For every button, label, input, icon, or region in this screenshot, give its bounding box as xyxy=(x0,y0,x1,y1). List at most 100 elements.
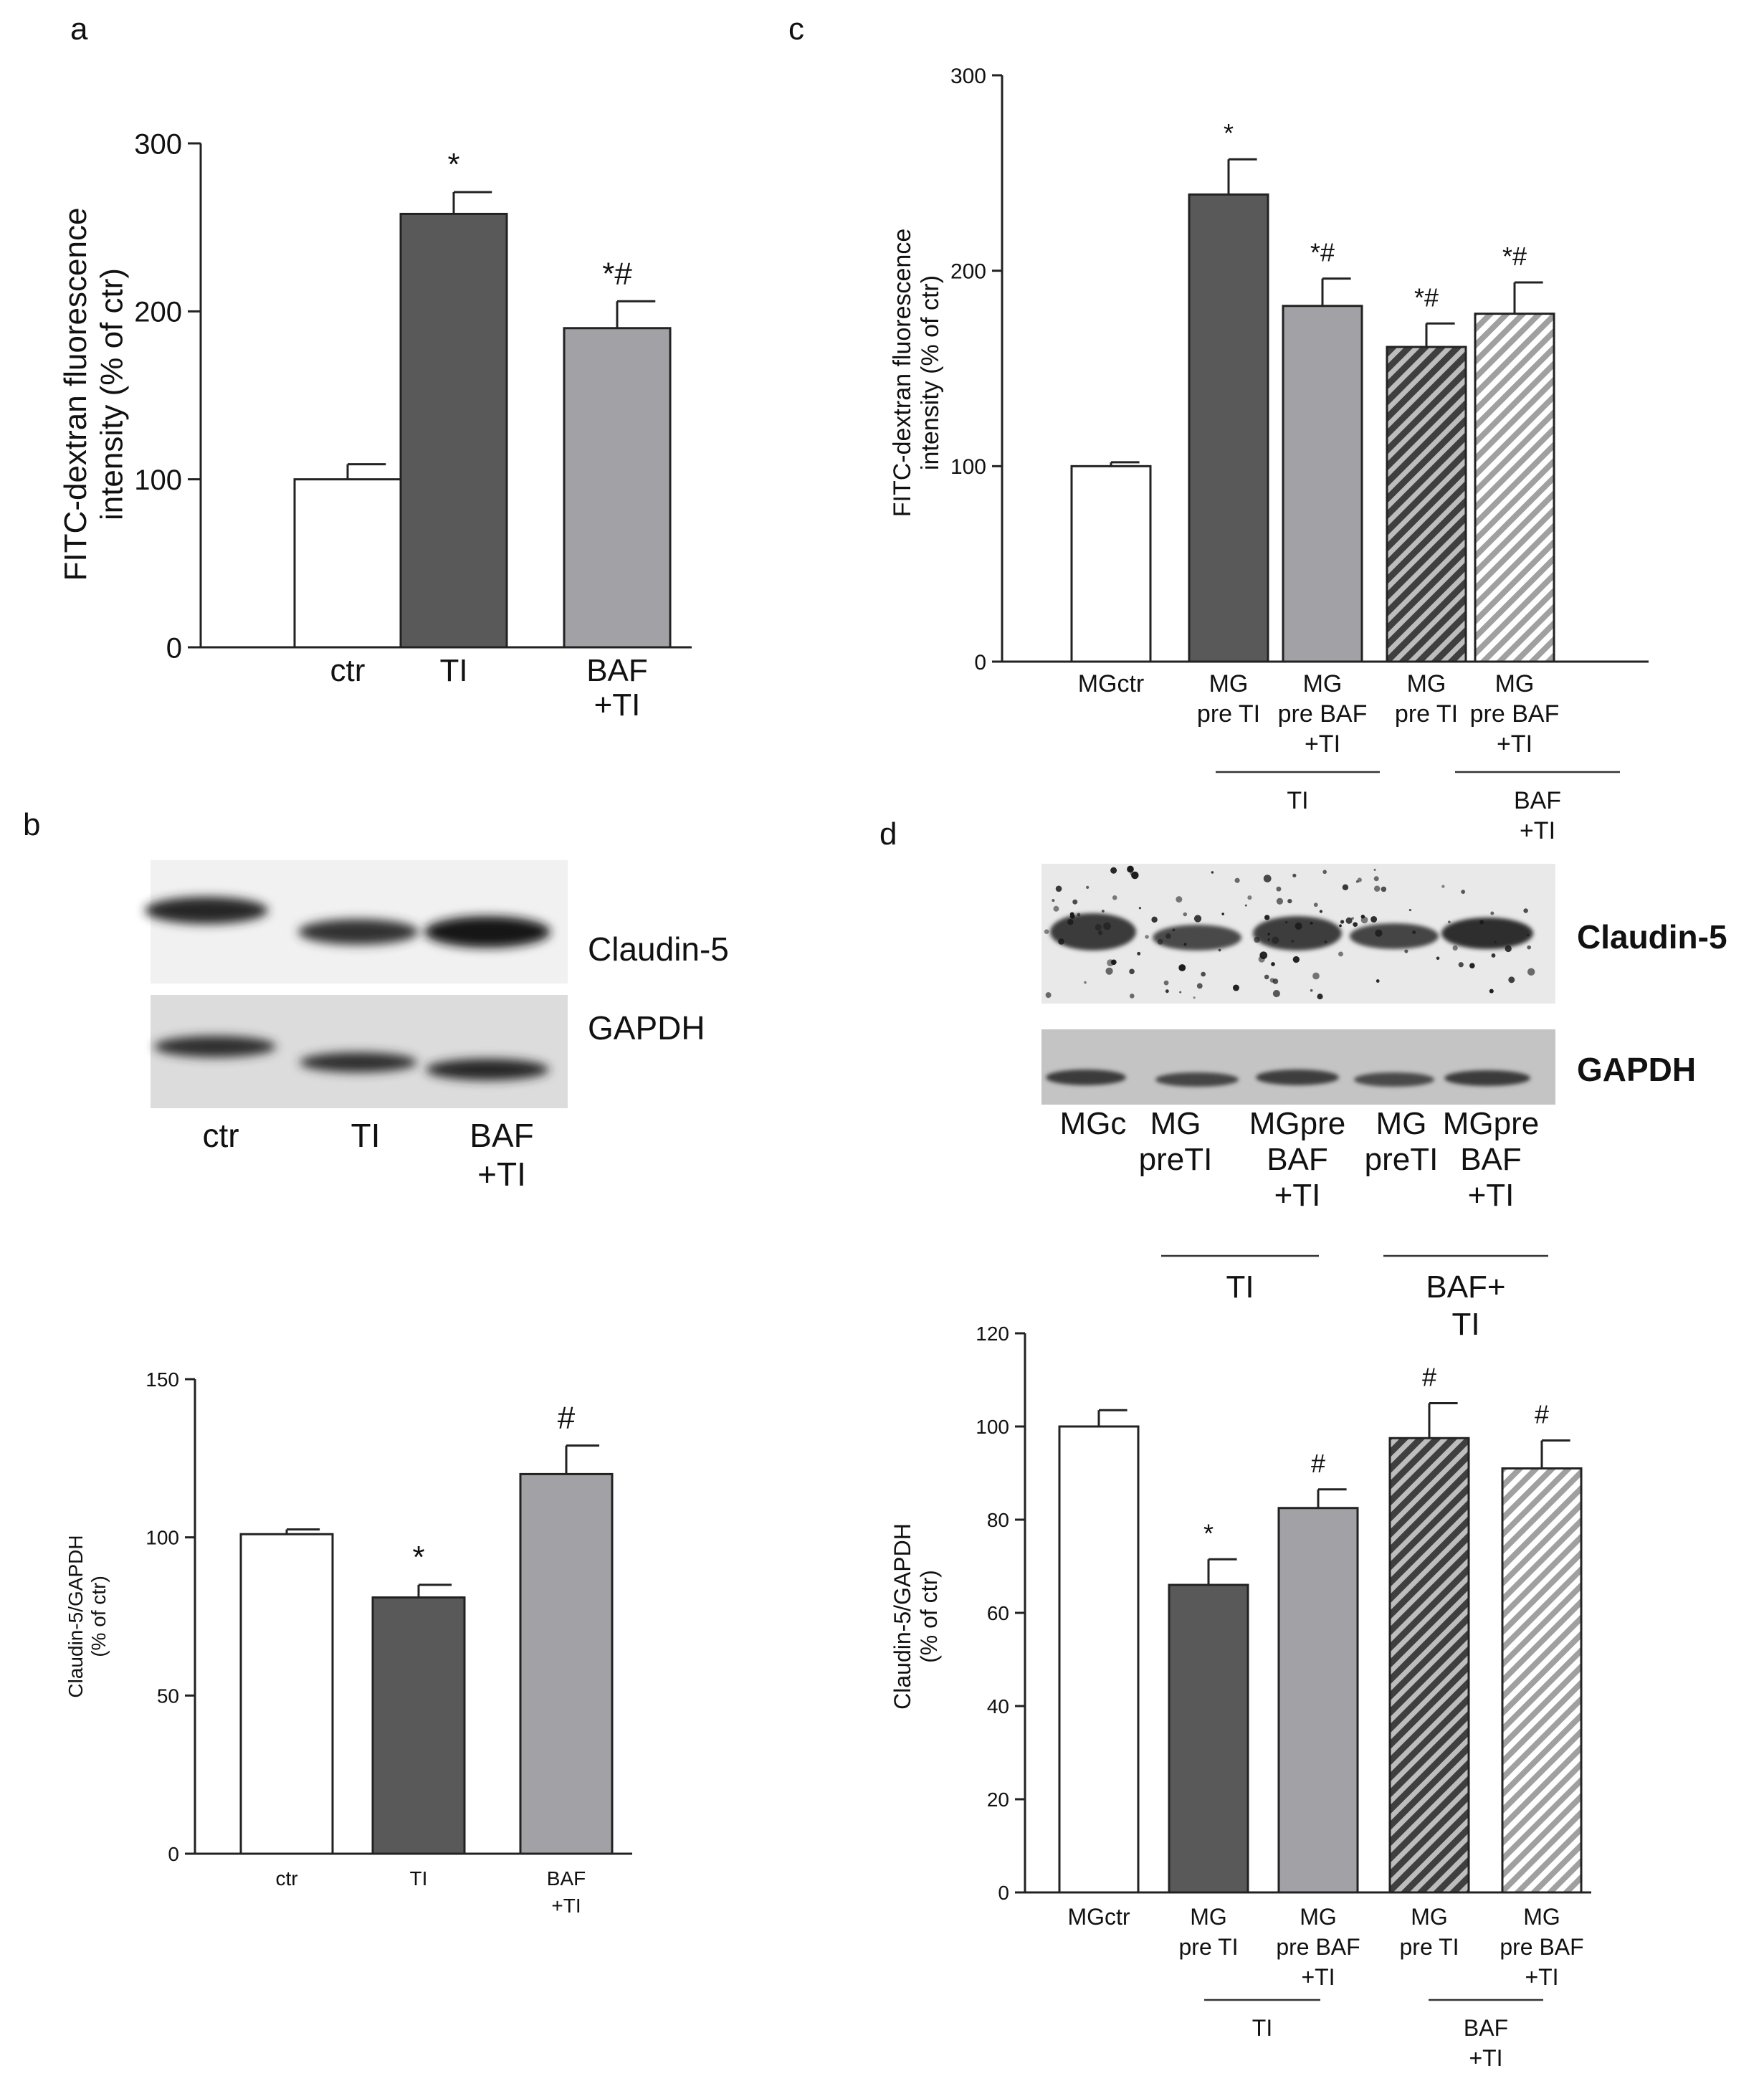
blot-speckle xyxy=(1145,935,1149,939)
blot-speckle xyxy=(1183,912,1188,917)
x-tick-label-d-1: MG pre TI xyxy=(1179,1904,1239,1960)
blot-lane-label-b-2: BAF +TI xyxy=(469,1117,533,1193)
blot-speckle xyxy=(1151,916,1158,923)
blot-speckle xyxy=(1313,902,1318,908)
blot-speckle xyxy=(1269,978,1275,983)
y-tick-label-d-1: 20 xyxy=(987,1788,1009,1811)
x-tick-label-c-3: MG pre TI xyxy=(1395,670,1458,728)
sig-mark-a-2: *# xyxy=(602,256,632,291)
blot-speckle xyxy=(1258,956,1265,963)
group-label-c-1: BAF +TI xyxy=(1514,787,1561,844)
blot-speckle xyxy=(1110,867,1117,874)
chart-b: 0 50 100 150 Claudin-5/GAPDH(% of ctr) ctr * TI… xyxy=(65,1368,632,1917)
blot-speckle xyxy=(1338,951,1343,957)
error-bar-b-0 xyxy=(285,1528,320,1535)
x-tick-label-c-4: MG pre BAF +TI xyxy=(1470,670,1560,758)
blot-lane-label-b-0: ctr xyxy=(202,1117,239,1154)
blot-speckle xyxy=(1193,996,1196,999)
blot-speckle xyxy=(1527,945,1531,950)
x-tick-label-c-0: MGctr xyxy=(1078,670,1145,697)
blot-speckle xyxy=(1130,872,1133,875)
x-tick-label-c-2: MG pre BAF +TI xyxy=(1278,670,1368,758)
blot-speckle xyxy=(1267,938,1270,941)
y-tick-label-b-2: 100 xyxy=(146,1527,179,1549)
blot-speckle xyxy=(1131,871,1139,880)
blot-label-gapdh-d: GAPDH xyxy=(1577,1051,1696,1088)
blot-speckle xyxy=(1381,886,1387,892)
y-axis-label-d: Claudin-5/GAPDH(% of ctr) xyxy=(890,1523,942,1710)
blot-speckle xyxy=(1055,885,1062,892)
y-axis-label-b: Claudin-5/GAPDH(% of ctr) xyxy=(65,1535,110,1697)
sig-mark-b-2: # xyxy=(558,1401,576,1436)
sig-mark-d-2: # xyxy=(1311,1449,1325,1478)
blot-speckle xyxy=(1267,933,1271,935)
error-bar-b-1 xyxy=(417,1583,452,1598)
error-bar-c-1 xyxy=(1227,158,1257,195)
blot-lane-label-d-1: MG preTI xyxy=(1139,1106,1213,1177)
blot-speckle xyxy=(1436,956,1440,961)
x-tick-label-b-0: ctr xyxy=(275,1867,297,1890)
y-tick-label-a-3: 300 xyxy=(134,128,182,160)
blot-speckle xyxy=(1211,871,1214,874)
bar-d-3 xyxy=(1388,1437,1470,1894)
y-tick-label-b-1: 50 xyxy=(157,1685,179,1707)
blot-speckle xyxy=(1129,968,1135,975)
bar-d-0 xyxy=(1058,1425,1140,1894)
sig-mark-d-4: # xyxy=(1535,1400,1549,1429)
blot-speckle xyxy=(1172,928,1176,932)
blot-speckle xyxy=(1244,904,1247,907)
blot-speckle xyxy=(1263,875,1272,882)
blot-speckle xyxy=(1458,962,1464,968)
blot-speckle xyxy=(1412,930,1416,934)
bar-c-4 xyxy=(1474,313,1555,663)
blot-speckle xyxy=(1044,929,1049,935)
y-tick-label-b-0: 0 xyxy=(168,1843,179,1865)
error-bar-a-2 xyxy=(616,300,656,328)
panel-letter-b: b xyxy=(23,807,40,842)
blot-speckle xyxy=(1479,920,1484,925)
blot-speckle xyxy=(1291,939,1295,943)
blot-speckle xyxy=(1404,949,1408,953)
panel-letter-d: d xyxy=(879,816,897,852)
blot-speckle xyxy=(1527,968,1535,976)
y-tick-label-c-0: 0 xyxy=(974,651,986,675)
group-label-c-0: TI xyxy=(1287,787,1308,814)
sig-mark-c-2: *# xyxy=(1310,238,1335,267)
blot-speckle xyxy=(1084,981,1087,984)
blot-speckle xyxy=(1072,899,1078,905)
blot-speckle xyxy=(1373,885,1381,892)
x-tick-label-d-3: MG pre TI xyxy=(1400,1904,1459,1960)
y-axis-label-c: FITC-dextran fluorescenceintensity (% of… xyxy=(889,229,944,518)
blot-speckle xyxy=(1317,994,1323,1000)
blot-speckle xyxy=(1232,984,1239,991)
error-bar-c-3 xyxy=(1425,322,1455,348)
error-bar-c-4 xyxy=(1513,281,1543,314)
panel-letter-a: a xyxy=(70,11,88,47)
blot-speckle xyxy=(1370,915,1378,923)
sig-mark-a-1: * xyxy=(447,147,459,182)
y-tick-label-d-3: 60 xyxy=(987,1602,1009,1624)
bar-a-2 xyxy=(563,327,672,649)
blot-speckle xyxy=(1353,922,1358,928)
blot-speckle xyxy=(1112,895,1117,900)
blot-speckle xyxy=(1319,910,1323,913)
blot-speckle xyxy=(1095,924,1102,931)
y-tick-label-d-0: 0 xyxy=(998,1882,1009,1904)
blot-speckle xyxy=(1441,885,1445,888)
error-bar-c-2 xyxy=(1321,277,1351,306)
y-tick-label-d-6: 120 xyxy=(976,1323,1009,1345)
blot-speckle xyxy=(1165,989,1169,994)
blot-speckle xyxy=(1452,945,1458,951)
blot-speckle xyxy=(1127,865,1134,873)
error-bar-b-2 xyxy=(565,1444,600,1475)
blot-speckle xyxy=(1494,940,1497,944)
y-tick-label-a-0: 0 xyxy=(166,632,182,664)
bar-a-1 xyxy=(399,212,508,649)
blot-speckle xyxy=(1292,956,1300,963)
blot-speckle xyxy=(1157,938,1163,945)
blot-speckle xyxy=(1345,917,1353,924)
blot-label-claudin5-b: Claudin-5 xyxy=(588,930,729,968)
x-tick-label-b-1: TI xyxy=(410,1867,428,1890)
bar-d-1 xyxy=(1168,1583,1249,1894)
